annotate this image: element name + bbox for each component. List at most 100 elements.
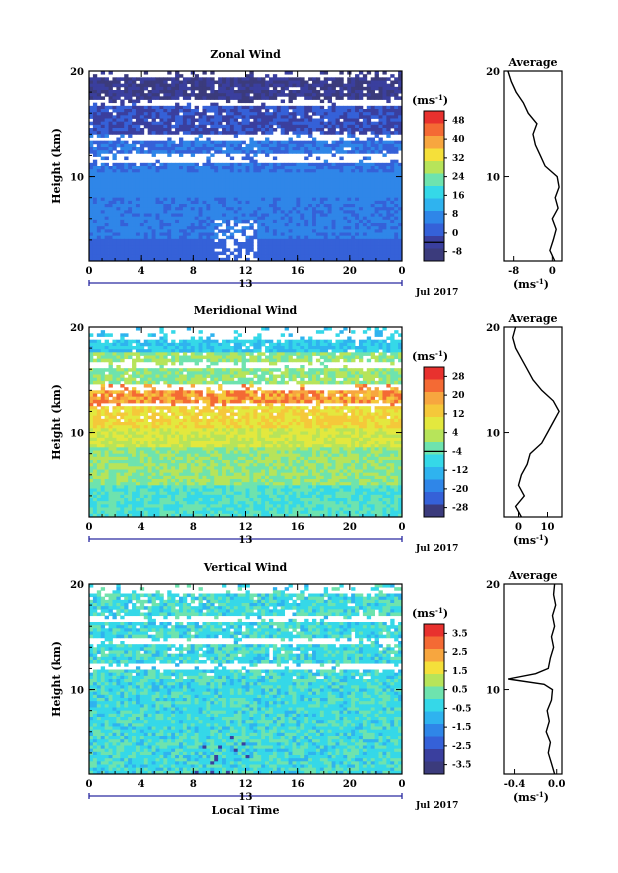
heatmap-cell	[222, 181, 227, 186]
heatmap-cell	[182, 358, 188, 363]
heatmap-cell	[132, 245, 137, 249]
heatmap-cell	[261, 115, 266, 119]
heatmap-cell	[218, 124, 223, 129]
heatmap-cell	[120, 254, 125, 259]
heatmap-cell	[241, 371, 246, 375]
heatmap-cell	[276, 219, 282, 224]
heatmap-cell	[296, 352, 301, 356]
heatmap-cell	[261, 251, 266, 256]
heatmap-cell	[151, 226, 156, 230]
heatmap-cell	[222, 232, 227, 237]
heatmap-cell	[182, 219, 188, 224]
heatmap-cell	[257, 105, 262, 110]
heatmap-cell	[265, 83, 270, 88]
heatmap-cell	[366, 200, 372, 205]
heatmap-cell	[202, 229, 207, 233]
heatmap-cell	[265, 219, 270, 224]
heatmap-cell	[202, 121, 207, 126]
heatmap-cell	[327, 86, 332, 91]
heatmap-cell	[104, 374, 109, 379]
heatmap-cell	[198, 169, 203, 173]
heatmap-cell	[120, 115, 125, 119]
heatmap-cell	[124, 219, 129, 224]
heatmap-cell	[265, 339, 270, 344]
heatmap-cell	[147, 128, 152, 132]
heatmap-cell	[308, 361, 313, 366]
heatmap-cell	[214, 124, 219, 129]
heatmap-cell	[374, 169, 379, 173]
heatmap-cell	[253, 219, 258, 224]
heatmap-cell	[370, 140, 376, 145]
heatmap-cell	[288, 169, 293, 173]
heatmap-cell	[112, 169, 117, 173]
heatmap-cell	[272, 245, 278, 249]
heatmap-cell	[296, 229, 301, 233]
heatmap-cell	[214, 169, 219, 173]
heatmap-cell	[89, 235, 94, 240]
heatmap-cell	[339, 368, 344, 372]
heatmap-cell	[362, 175, 368, 180]
heatmap-cell	[135, 232, 141, 237]
heatmap-cell	[347, 188, 352, 192]
heatmap-cell	[167, 147, 172, 151]
heatmap-cell	[280, 257, 286, 262]
heatmap-cell	[202, 248, 207, 252]
heatmap-cell	[155, 181, 160, 186]
heatmap-cell	[362, 169, 368, 173]
average-x-tick-label: -8	[508, 266, 519, 277]
heatmap-cell	[276, 226, 282, 230]
heatmap-cell	[304, 96, 309, 100]
heatmap-cell	[335, 368, 340, 372]
heatmap-cell	[116, 86, 121, 91]
heatmap-cell	[171, 361, 176, 366]
heatmap-cell	[147, 342, 152, 347]
heatmap-cell	[104, 147, 109, 151]
heatmap-cell	[382, 147, 387, 151]
heatmap-cell	[210, 153, 215, 157]
heatmap-cell	[175, 188, 180, 192]
heatmap-cell	[312, 219, 317, 224]
heatmap-cell	[92, 105, 98, 110]
heatmap-cell	[362, 349, 368, 353]
heatmap-cell	[214, 194, 219, 199]
heatmap-cell	[218, 242, 223, 246]
colorbar-label: -8	[452, 248, 462, 258]
heatmap-cell	[370, 181, 376, 186]
heatmap-cell	[100, 349, 106, 353]
heatmap-cell	[280, 207, 286, 211]
heatmap-cell	[178, 143, 184, 148]
heatmap-cell	[100, 71, 106, 75]
heatmap-cell	[398, 71, 403, 75]
heatmap-cell	[276, 216, 282, 221]
heatmap-cell	[186, 207, 192, 211]
heatmap-cell	[143, 254, 149, 259]
heatmap-cell	[358, 172, 364, 176]
heatmap-cell	[315, 185, 321, 189]
heatmap-cell	[308, 118, 313, 123]
heatmap-cell	[323, 169, 329, 173]
heatmap-cell	[343, 115, 348, 119]
heatmap-cell	[343, 93, 348, 97]
heatmap-cell	[347, 219, 352, 224]
heatmap-cell	[89, 150, 94, 154]
heatmap-cell	[214, 210, 219, 214]
heatmap-cell	[374, 166, 379, 170]
heatmap-cell	[362, 118, 368, 123]
heatmap-cell	[202, 219, 207, 224]
heatmap-cell	[139, 118, 145, 123]
heatmap-cell	[151, 181, 156, 186]
heatmap-cell	[390, 166, 395, 170]
heatmap-cell	[128, 254, 133, 259]
heatmap-cell	[398, 216, 403, 221]
heatmap-cell	[237, 121, 242, 126]
heatmap-cell	[347, 204, 352, 208]
heatmap-cell	[335, 219, 340, 224]
heatmap-cell	[112, 191, 117, 195]
heatmap-cell	[261, 194, 266, 199]
heatmap-cell	[394, 112, 399, 116]
heatmap-cell	[100, 140, 106, 145]
heatmap-cell	[300, 83, 305, 88]
heatmap-cell	[300, 232, 305, 237]
heatmap-cell	[335, 254, 340, 259]
heatmap-cell	[296, 181, 301, 186]
